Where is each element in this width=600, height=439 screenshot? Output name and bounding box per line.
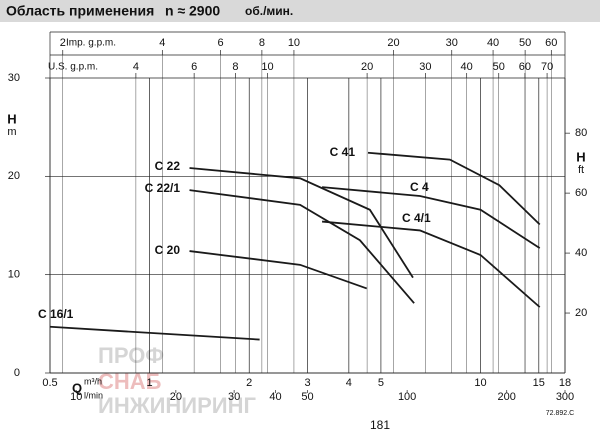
top-tick-label: 60 xyxy=(545,37,557,49)
top-tick-label: 10 xyxy=(288,37,300,49)
y2-axis-label: H xyxy=(576,149,585,164)
top-tick-label: 50 xyxy=(493,61,505,73)
curve xyxy=(321,220,541,308)
x-tick-label: 15 xyxy=(533,377,545,389)
bottom-axis-label: l/min xyxy=(84,390,103,400)
curve-label: C 4 xyxy=(410,180,429,194)
top-axis-label: Imp. g.p.m. xyxy=(66,38,116,49)
code: 72.892.C xyxy=(546,410,574,417)
y-tick-label: 0 xyxy=(14,367,20,379)
bottom-tick-label: 20 xyxy=(170,391,182,403)
chart-title: Область применения xyxy=(6,3,154,19)
top-tick-label: 10 xyxy=(261,61,273,73)
x-tick-label: 10 xyxy=(474,377,486,389)
top-tick-label: 4 xyxy=(133,61,139,73)
top-tick-label: 8 xyxy=(259,37,265,49)
top-tick-label: 4 xyxy=(159,37,165,49)
bottom-tick-label: 50 xyxy=(301,391,313,403)
top-tick-label: 60 xyxy=(519,61,531,73)
chart-subtitle: n ≈ 2900 xyxy=(165,3,220,19)
top-tick-label: 20 xyxy=(387,37,399,49)
page-number: 181 xyxy=(370,418,390,432)
curve-label: C 41 xyxy=(330,145,356,159)
y-axis-label: H xyxy=(7,111,16,126)
x-tick-label: 2 xyxy=(246,377,252,389)
curve-label: C 22 xyxy=(155,159,181,173)
x-tick-label: 4 xyxy=(346,377,352,389)
x-tick-label: 3 xyxy=(304,377,310,389)
y2-tick-label: 80 xyxy=(575,127,587,139)
header-bar xyxy=(0,0,600,22)
top-tick-label: 20 xyxy=(361,61,373,73)
curve xyxy=(189,167,414,279)
curve xyxy=(49,325,260,341)
top-tick-label: 2 xyxy=(60,37,66,49)
x-axis-label: Q xyxy=(72,380,82,395)
top-tick-label: 8 xyxy=(232,61,238,73)
watermark-text: ПРОФ xyxy=(98,343,164,368)
curve xyxy=(367,151,541,226)
y2-axis-unit: ft xyxy=(578,164,584,176)
curve-label: C 20 xyxy=(155,243,181,257)
x-tick-label: 0.5 xyxy=(42,377,57,389)
top-tick-label: 6 xyxy=(191,61,197,73)
bottom-tick-label: 30 xyxy=(228,391,240,403)
y-tick-label: 30 xyxy=(8,72,20,84)
subtitle-unit: об./мин. xyxy=(245,4,293,18)
top-tick-label: 6 xyxy=(218,37,224,49)
watermark: ПРОФ СНАБ ИНЖИНИРИНГ xyxy=(98,343,256,418)
top-tick-label: 70 xyxy=(541,61,553,73)
y2-tick-label: 40 xyxy=(575,247,587,259)
curve-label: C 22/1 xyxy=(145,181,181,195)
curve-label: C 16/1 xyxy=(38,307,74,321)
top-axis-label: U.S. g.p.m. xyxy=(48,62,98,73)
top-tick-label: 40 xyxy=(487,37,499,49)
bottom-tick-label: 300 xyxy=(556,391,574,403)
curve xyxy=(189,250,368,290)
y2-tick-label: 60 xyxy=(575,187,587,199)
curve xyxy=(321,186,541,249)
curve xyxy=(189,189,415,304)
curve-label: C 4/1 xyxy=(402,211,431,225)
y2-tick-label: 20 xyxy=(575,307,587,319)
bottom-tick-label: 10 xyxy=(70,391,82,403)
top-tick-label: 50 xyxy=(519,37,531,49)
top-tick-label: 30 xyxy=(446,37,458,49)
bottom-tick-label: 40 xyxy=(269,391,281,403)
x-axis-unit: m³/h xyxy=(84,376,102,386)
y-tick-label: 20 xyxy=(8,170,20,182)
bottom-tick-label: 200 xyxy=(498,391,516,403)
y-axis-unit: m xyxy=(7,126,16,138)
bottom-tick-label: 100 xyxy=(398,391,416,403)
x-tick-label: 5 xyxy=(378,377,384,389)
x-tick-label: 1 xyxy=(147,377,153,389)
top-tick-label: 40 xyxy=(461,61,473,73)
top-tick-label: 30 xyxy=(419,61,431,73)
watermark-text: ИНЖИНИРИНГ xyxy=(98,393,256,418)
x-tick-label: 18 xyxy=(559,377,571,389)
y-tick-label: 10 xyxy=(8,269,20,281)
